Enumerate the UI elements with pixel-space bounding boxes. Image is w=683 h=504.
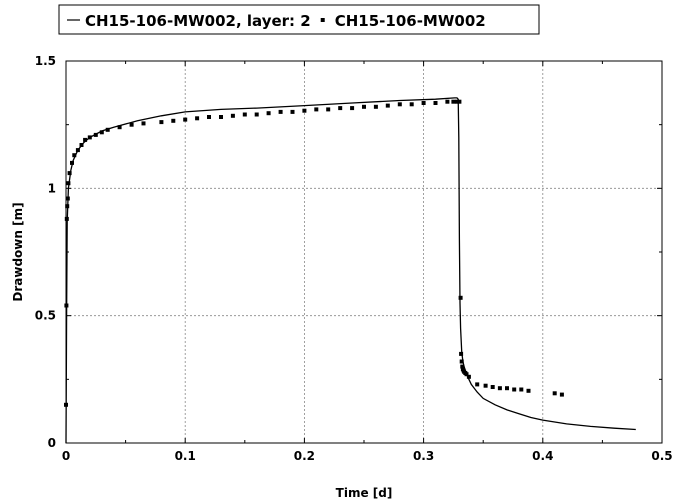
plot-frame — [65, 60, 663, 444]
data-point-observed — [183, 117, 188, 122]
data-point-observed — [254, 112, 259, 117]
data-point-observed — [207, 115, 211, 119]
data-point-observed — [559, 392, 564, 397]
data-point-observed — [75, 148, 80, 153]
data-point-observed — [512, 387, 517, 392]
data-point-observed — [93, 132, 98, 137]
data-point-observed — [409, 102, 414, 107]
data-point-observed — [64, 402, 68, 407]
data-point-observed — [373, 104, 378, 109]
data-point-observed — [219, 115, 223, 119]
gridlines — [66, 61, 662, 443]
legend-box — [58, 4, 540, 35]
data-point-observed — [67, 171, 72, 176]
data-point-observed — [70, 160, 74, 165]
data-point-observed — [290, 109, 295, 114]
x-tick-label: 0.1 — [175, 449, 196, 463]
legend-label-model: CH15-106-MW002, layer: 2 — [85, 12, 311, 30]
data-point-observed — [87, 135, 92, 140]
data-point-observed — [433, 101, 438, 105]
y-tick-label: 1.5 — [35, 54, 56, 68]
data-point-observed — [338, 106, 343, 111]
x-axis-title: Time [d] — [336, 486, 393, 500]
data-point-observed — [385, 103, 390, 108]
data-point-observed — [302, 108, 307, 113]
data-point-observed — [195, 116, 200, 121]
data-point-observed — [159, 120, 164, 125]
data-point-observed — [459, 359, 464, 364]
data-point-observed — [451, 99, 456, 104]
y-tick-label: 1 — [48, 181, 56, 195]
x-tick-label: 0 — [62, 449, 70, 463]
data-point-observed — [519, 387, 524, 392]
data-point-observed — [526, 388, 531, 393]
data-point-observed — [65, 204, 70, 209]
series-line-model — [65, 97, 636, 444]
data-point-observed — [65, 196, 70, 201]
data-point-observed — [64, 303, 69, 308]
y-axis-title: Drawdown [m] — [11, 202, 25, 301]
data-point-observed — [64, 216, 69, 221]
x-tick-label: 0.3 — [413, 449, 434, 463]
data-point-observed — [457, 99, 462, 104]
x-tick-label: 0.5 — [651, 449, 672, 463]
data-point-observed — [105, 127, 110, 132]
data-point-observed — [99, 130, 104, 135]
data-point-observed — [362, 104, 366, 109]
data-point-observed — [475, 382, 480, 387]
data-point-observed — [460, 364, 465, 369]
data-point-observed — [278, 109, 283, 114]
data-point-observed — [242, 112, 247, 117]
data-point-observed — [455, 99, 459, 104]
data-point-observed — [314, 107, 319, 112]
x-tick-label: 0.2 — [294, 449, 315, 463]
data-point-observed — [505, 386, 509, 391]
legend-marker-swatch — [320, 18, 325, 22]
data-point-observed — [266, 111, 271, 116]
y-tick-labels: 0 0.5 1 1.5 — [35, 54, 56, 450]
axis-ticks — [65, 60, 663, 444]
data-point-observed — [117, 125, 122, 130]
data-point-observed — [141, 121, 146, 126]
y-tick-label: 0 — [48, 436, 56, 450]
data-point-observed — [171, 118, 176, 123]
data-point-observed — [490, 385, 495, 389]
data-point-observed — [79, 143, 84, 147]
series-layer — [64, 97, 636, 444]
plot-area — [64, 60, 663, 444]
data-point-observed — [483, 383, 488, 388]
data-point-observed — [66, 181, 71, 186]
data-point-observed — [458, 295, 463, 300]
y-tick-label: 0.5 — [35, 309, 56, 323]
legend: CH15-106-MW002, layer: 2 CH15-106-MW002 — [58, 4, 540, 35]
data-point-observed — [230, 113, 235, 118]
data-point-observed — [459, 351, 464, 356]
data-point-observed — [397, 102, 402, 107]
x-tick-labels: 0 0.1 0.2 0.3 0.4 0.5 — [62, 449, 673, 463]
data-point-observed — [445, 99, 450, 104]
data-point-observed — [466, 374, 471, 379]
data-point-observed — [350, 106, 355, 111]
data-point-observed — [326, 107, 331, 112]
legend-label-observed: CH15-106-MW002 — [335, 12, 486, 30]
data-point-observed — [83, 137, 88, 142]
data-point-observed — [464, 372, 469, 377]
data-point-observed — [421, 101, 426, 105]
data-point-observed — [129, 122, 134, 127]
data-point-observed — [72, 153, 77, 158]
data-point-observed — [552, 391, 557, 396]
x-tick-label: 0.4 — [532, 449, 553, 463]
data-point-observed — [497, 386, 502, 391]
